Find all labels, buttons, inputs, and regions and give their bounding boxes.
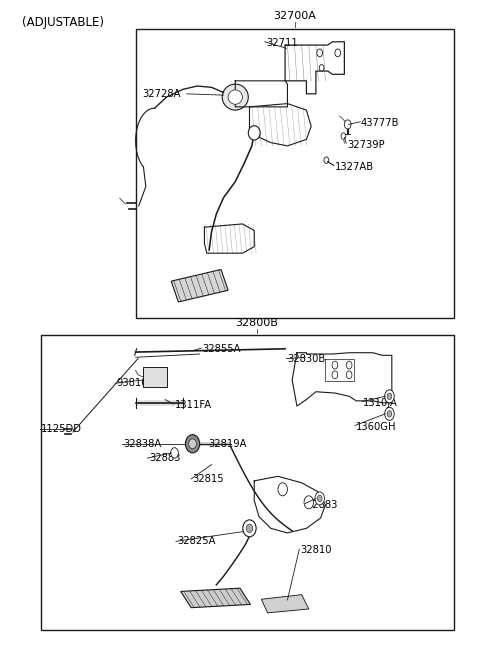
Ellipse shape <box>228 90 242 104</box>
Text: 32739P: 32739P <box>347 140 385 150</box>
Text: 32700A: 32700A <box>273 11 316 21</box>
Circle shape <box>304 496 313 509</box>
Text: 43777B: 43777B <box>361 118 399 128</box>
Text: 32825A: 32825A <box>178 537 216 546</box>
Circle shape <box>346 371 352 379</box>
Text: 32711: 32711 <box>266 38 298 48</box>
Text: 32830B: 32830B <box>288 354 326 364</box>
Ellipse shape <box>222 84 248 110</box>
Text: 1125DD: 1125DD <box>41 424 82 434</box>
Text: 1327AB: 1327AB <box>335 161 374 172</box>
Circle shape <box>317 49 323 57</box>
Text: 32883: 32883 <box>149 453 180 463</box>
Text: 32728A: 32728A <box>143 89 181 99</box>
Circle shape <box>387 393 392 400</box>
Text: 32838A: 32838A <box>124 439 162 449</box>
Text: 32855A: 32855A <box>202 344 240 354</box>
Text: 32819A: 32819A <box>208 439 247 449</box>
Circle shape <box>317 495 322 502</box>
Circle shape <box>319 64 324 71</box>
Circle shape <box>341 133 346 139</box>
Circle shape <box>344 120 351 129</box>
Text: 1311FA: 1311FA <box>175 400 212 410</box>
Polygon shape <box>180 588 251 607</box>
Text: (ADJUSTABLE): (ADJUSTABLE) <box>22 16 104 29</box>
Circle shape <box>384 390 394 403</box>
Text: 32800B: 32800B <box>235 318 278 328</box>
Circle shape <box>171 447 179 458</box>
Text: 93810A: 93810A <box>117 379 155 388</box>
Bar <box>41 335 454 630</box>
Ellipse shape <box>243 520 256 537</box>
Circle shape <box>384 407 394 420</box>
Ellipse shape <box>246 524 253 533</box>
Polygon shape <box>261 595 309 613</box>
Text: 32815: 32815 <box>192 474 224 484</box>
Circle shape <box>324 157 329 163</box>
Circle shape <box>387 411 392 417</box>
Ellipse shape <box>248 126 260 140</box>
Text: 1310JA: 1310JA <box>363 398 398 408</box>
Circle shape <box>335 49 341 57</box>
Circle shape <box>346 361 352 369</box>
Circle shape <box>315 492 324 505</box>
Polygon shape <box>171 270 228 302</box>
Circle shape <box>332 371 338 379</box>
Circle shape <box>332 361 338 369</box>
Circle shape <box>278 483 288 496</box>
Ellipse shape <box>185 435 200 453</box>
Text: 1360GH: 1360GH <box>356 422 397 432</box>
Text: 32883: 32883 <box>306 500 338 510</box>
Bar <box>136 29 454 318</box>
Ellipse shape <box>189 439 196 449</box>
Bar <box>143 367 168 386</box>
Text: 32810: 32810 <box>300 545 332 556</box>
